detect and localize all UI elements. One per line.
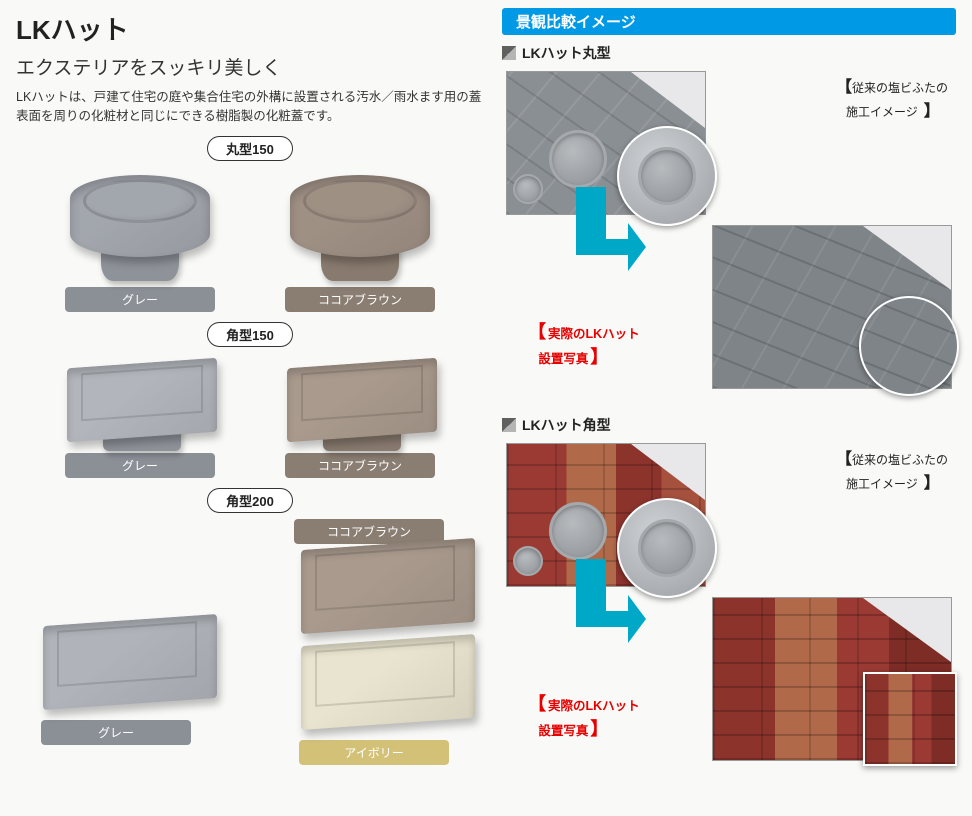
product-inner [315,641,455,707]
caption-before: 【従来の塩ビふたの 施工イメージ】 [836,73,948,121]
product-inner [301,364,423,421]
product-inner [57,621,197,687]
color-pill: グレー [65,453,215,478]
color-pill: グレー [41,720,191,745]
product-inner [81,364,203,421]
caption-after: 【実際のLKハット 設置写真】 [528,692,640,741]
color-pill: ココアブラウン [285,287,435,312]
inset-after [863,672,957,766]
comparison-banner: 景観比較イメージ [502,8,956,35]
section-head: LKハット丸型 [502,43,956,63]
product-inner [315,545,455,611]
type-tag-square200: 角型200 [207,488,293,513]
product-square150-grey: グレー [40,353,240,478]
type-tag-square150: 角型150 [207,322,293,347]
image-after [712,597,952,761]
inset-after [859,296,959,396]
product-square200-grey: グレー [16,610,216,745]
page-title: LKハット [16,10,484,47]
page-subtitle: エクステリアをスッキリ美しく [16,53,484,80]
type-tag-round150: 丸型150 [207,136,293,161]
arrow-icon [566,559,646,659]
color-pill: アイボリー [299,740,449,765]
section-head: LKハット角型 [502,415,956,435]
product-square150-cocoa: ココアブラウン [260,353,460,478]
caption-after: 【実際のLKハット 設置写真】 [528,320,640,369]
color-pill: ココアブラウン [285,453,435,478]
color-pill: グレー [65,287,215,312]
image-after [712,225,952,389]
caption-before: 【従来の塩ビふたの 施工イメージ】 [836,445,948,493]
arrow-icon [566,187,646,287]
product-square200-ivory: アイボリー [274,630,474,765]
product-round150-cocoa: ココアブラウン [260,167,460,312]
page-description: LKハットは、戸建て住宅の庭や集合住宅の外構に設置される汚水／雨水ます用の蓋表面… [16,88,484,126]
product-square200-cocoa [274,534,474,644]
product-lip [303,179,417,223]
product-round150-grey: グレー [40,167,240,312]
product-lip [83,179,197,223]
